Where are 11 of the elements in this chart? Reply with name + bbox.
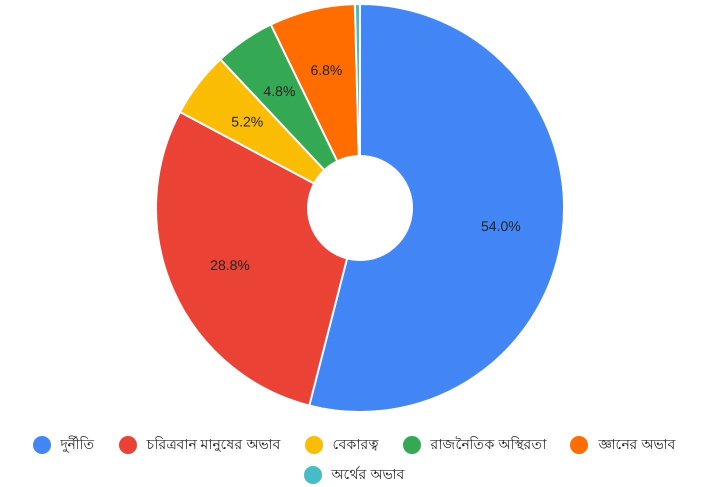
legend-label: বেকারত্ব — [332, 435, 378, 454]
data-label: 4.8% — [263, 83, 296, 100]
legend-label: দুর্নীতি — [60, 434, 95, 455]
legend-label: জ্ঞানের অভাব — [598, 435, 676, 454]
data-label: 54.0% — [481, 218, 521, 234]
legend-label: রাজনৈতিক অস্থিরতা — [430, 435, 546, 454]
data-label: 28.8% — [210, 257, 250, 274]
data-label: 6.8% — [310, 62, 342, 78]
legend-label: চরিত্রবান মানুষের অভাব — [146, 435, 280, 454]
legend-label: অর্থের অভাব — [332, 465, 404, 484]
data-label: 5.2% — [231, 114, 264, 130]
